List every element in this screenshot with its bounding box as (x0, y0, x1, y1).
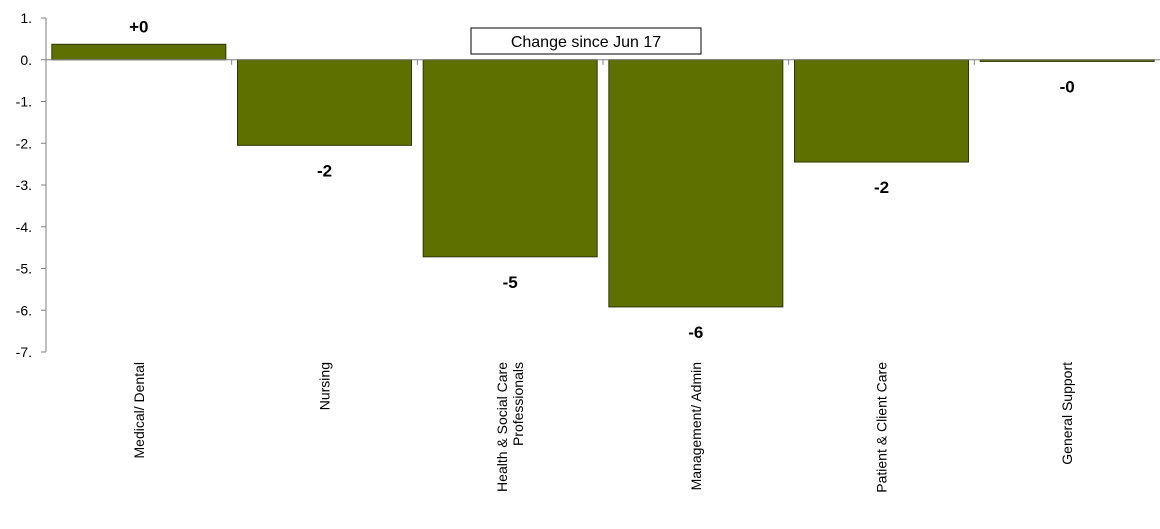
x-tick-label-line: Health & Social Care (494, 362, 510, 492)
y-tick-label: -4. (16, 219, 32, 235)
data-label: -6 (688, 323, 703, 342)
data-label: -2 (874, 178, 889, 197)
chart-title-box (470, 27, 702, 55)
data-labels: +0 -2 -5 -6 -2 -0 (129, 17, 1075, 342)
y-tick-label: -2. (16, 135, 32, 151)
x-tick-label: Medical/ Dental (131, 362, 147, 459)
x-axis-labels: Medical/ Dental Nursing Health & Social Ca… (131, 362, 1075, 493)
y-tick-label: -1. (16, 94, 32, 110)
bar (608, 59, 784, 308)
x-tick-label-line: General Support (1059, 362, 1075, 465)
x-tick-label: Nursing (317, 362, 333, 410)
y-tick-label: 1. (20, 10, 32, 26)
bar (237, 59, 412, 146)
x-tick-label-line: Management/ Admin (688, 362, 704, 490)
x-tick-label: Management/ Admin (688, 362, 704, 490)
data-label: -5 (503, 273, 518, 292)
x-tick-label: Patient & Client Care (874, 362, 890, 493)
chart-title: Change since Jun 17 (470, 27, 702, 55)
bar (422, 59, 598, 258)
zero-line (46, 59, 1160, 65)
x-tick-label-line: Nursing (317, 362, 333, 410)
y-tick-label: 0. (20, 52, 32, 68)
data-label: +0 (129, 17, 148, 36)
bars (51, 43, 1155, 308)
y-tick-label: -7. (16, 344, 32, 360)
data-label: -2 (317, 161, 332, 180)
x-tick-label: Health & Social CareProfessionals (494, 362, 526, 492)
y-tick-label: -3. (16, 177, 32, 193)
x-tick-label-line: Professionals (510, 362, 526, 446)
y-axis: 1. 0. -1. -2. -3. -4. -5. -6. -7. (16, 10, 47, 360)
bar (794, 59, 969, 163)
x-tick-label-line: Medical/ Dental (131, 362, 147, 459)
chart-title-text: Change since Jun 17 (511, 34, 661, 51)
y-tick-label: -6. (16, 302, 32, 318)
y-tick-label: -5. (16, 261, 32, 277)
x-tick-label-line: Patient & Client Care (874, 362, 890, 493)
bar (51, 43, 227, 61)
x-tick-label: General Support (1059, 362, 1075, 465)
data-label: -0 (1060, 77, 1075, 96)
